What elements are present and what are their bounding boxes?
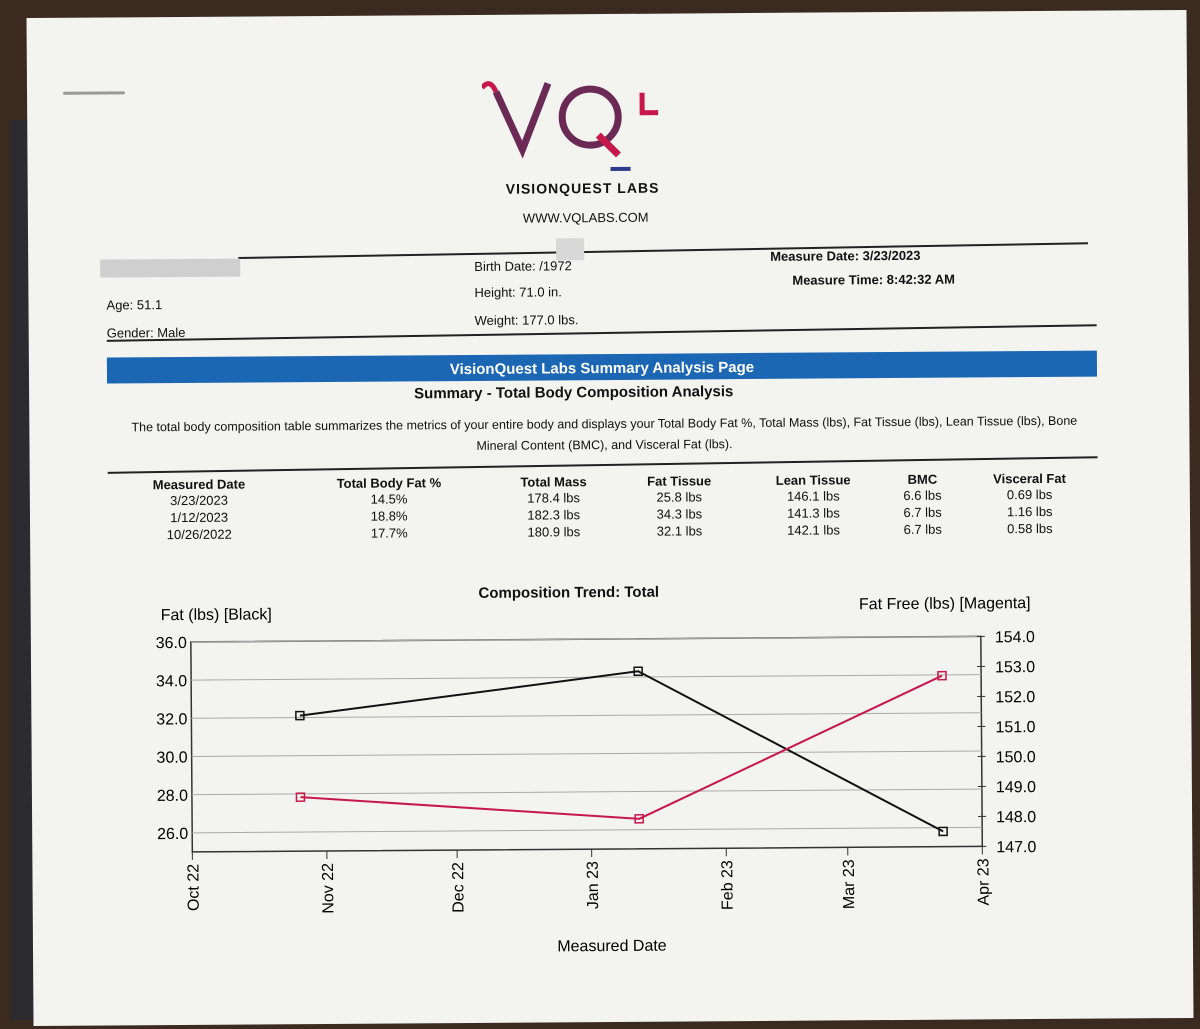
x-tick-label: Oct 22 xyxy=(185,864,202,911)
y-left-tick-label: 34.0 xyxy=(156,673,187,690)
x-tick-label: Jan 23 xyxy=(585,861,602,909)
age: Age: 51.1 xyxy=(106,297,163,313)
y-left-tick-label: 36.0 xyxy=(156,635,187,652)
staple xyxy=(63,91,126,95)
y-right-tick-label: 147.0 xyxy=(996,839,1036,856)
description: The total body composition table summari… xyxy=(131,413,1078,453)
vql-logo xyxy=(481,81,659,171)
y-right-tick-label: 152.0 xyxy=(995,689,1035,706)
y-left-tick-label: 32.0 xyxy=(156,711,187,728)
table-cell: 0.58 lbs xyxy=(1007,520,1053,537)
data-point xyxy=(295,710,305,721)
table-cell: 18.8% xyxy=(370,508,408,524)
table-cell: 34.3 lbs xyxy=(656,506,703,522)
table-cell: 32.1 lbs xyxy=(656,523,703,539)
col-header: Lean Tissue xyxy=(775,472,851,488)
brand-name: VISIONQUEST LABS xyxy=(505,179,660,197)
divider xyxy=(106,324,1097,342)
y-right-tick-label: 148.0 xyxy=(996,809,1036,826)
y-right-label: Fat Free (lbs) [Magenta] xyxy=(859,595,1031,613)
redacted-name xyxy=(100,258,241,278)
table-cell: 146.1 lbs xyxy=(786,488,840,504)
col-header: Total Body Fat % xyxy=(336,475,442,491)
height: Height: 71.0 in. xyxy=(474,284,562,300)
y-left-label: Fat (lbs) [Black] xyxy=(161,606,272,624)
data-point xyxy=(295,792,306,802)
y-right-tick-label: 153.0 xyxy=(995,659,1035,676)
trend-chart: 26.0 28.0 30.0 32.0 34.0 36.0 147.0 148.0 149.0 1… xyxy=(156,595,1037,956)
x-tick-label: Apr 23 xyxy=(975,858,992,905)
birth-date: Birth Date: /1972 xyxy=(474,258,572,274)
y-right-tick-label: 149.0 xyxy=(996,779,1036,796)
summary-banner: VisionQuest Labs Summary Analysis Page xyxy=(106,350,1098,384)
composition-table: Measured Date Total Body Fat % Total Mas… xyxy=(110,471,1100,544)
table-cell: 6.6 lbs xyxy=(903,487,942,503)
data-point xyxy=(938,826,948,837)
website-url: WWW.VQLABS.COM xyxy=(522,209,649,226)
table-cell: 14.5% xyxy=(370,491,408,507)
table-cell: 3/23/2023 xyxy=(170,492,229,509)
table-cell: 10/26/2022 xyxy=(166,526,232,543)
table-cell: 0.69 lbs xyxy=(1006,486,1053,503)
divider xyxy=(238,242,1089,260)
measure-time: Measure Time: 8:42:32 AM xyxy=(792,271,955,288)
report-page: VISIONQUEST LABS WWW.VQLABS.COM Age: 51.… xyxy=(26,9,1194,1027)
series-line-0 xyxy=(299,670,944,833)
data-point xyxy=(937,670,947,681)
data-point xyxy=(634,814,644,824)
data-point xyxy=(633,666,643,677)
gridline xyxy=(191,750,982,757)
measure-date: Measure Date: 3/23/2023 xyxy=(770,247,921,264)
gridline xyxy=(191,712,982,719)
table-cell: 1/12/2023 xyxy=(170,509,229,526)
series-line-1 xyxy=(300,674,943,820)
table-cell: 180.9 lbs xyxy=(527,524,581,540)
gridline xyxy=(190,635,981,643)
x-tick-label: Nov 22 xyxy=(320,863,337,914)
table-cell: 25.8 lbs xyxy=(656,489,703,505)
y-left-tick-label: 28.0 xyxy=(157,788,188,805)
table-cell: 17.7% xyxy=(370,525,408,541)
y-left-tick-label: 26.0 xyxy=(157,826,188,843)
plot-frame xyxy=(190,635,984,853)
table-cell: 6.7 lbs xyxy=(903,504,942,520)
col-header: Fat Tissue xyxy=(647,473,712,489)
x-axis-label: Measured Date xyxy=(557,938,667,956)
table-cell: 178.4 lbs xyxy=(527,490,581,506)
table-cell: 182.3 lbs xyxy=(527,507,581,523)
col-header: Visceral Fat xyxy=(993,470,1066,487)
col-header: Total Mass xyxy=(520,474,587,490)
table-cell: 141.3 lbs xyxy=(786,505,840,521)
table-cell: 142.1 lbs xyxy=(787,522,840,538)
col-header: BMC xyxy=(907,471,938,487)
y-right-tick-label: 150.0 xyxy=(996,749,1036,766)
y-left-tick-label: 30.0 xyxy=(156,749,187,766)
gridline xyxy=(192,826,983,834)
weight: Weight: 177.0 lbs. xyxy=(474,312,579,328)
redacted-birth xyxy=(556,238,585,261)
table-cell: 1.16 lbs xyxy=(1006,503,1053,520)
gridline xyxy=(191,788,982,796)
x-tick-label: Dec 22 xyxy=(450,862,467,913)
table-cell: 6.7 lbs xyxy=(903,521,942,537)
col-header: Measured Date xyxy=(152,476,246,493)
y-right-tick-label: 154.0 xyxy=(995,629,1035,646)
y-right-tick-label: 151.0 xyxy=(995,719,1035,736)
x-tick-label: Mar 23 xyxy=(841,859,858,909)
x-tick-label: Feb 23 xyxy=(719,860,736,910)
section-title: Summary - Total Body Composition Analysi… xyxy=(414,383,734,403)
